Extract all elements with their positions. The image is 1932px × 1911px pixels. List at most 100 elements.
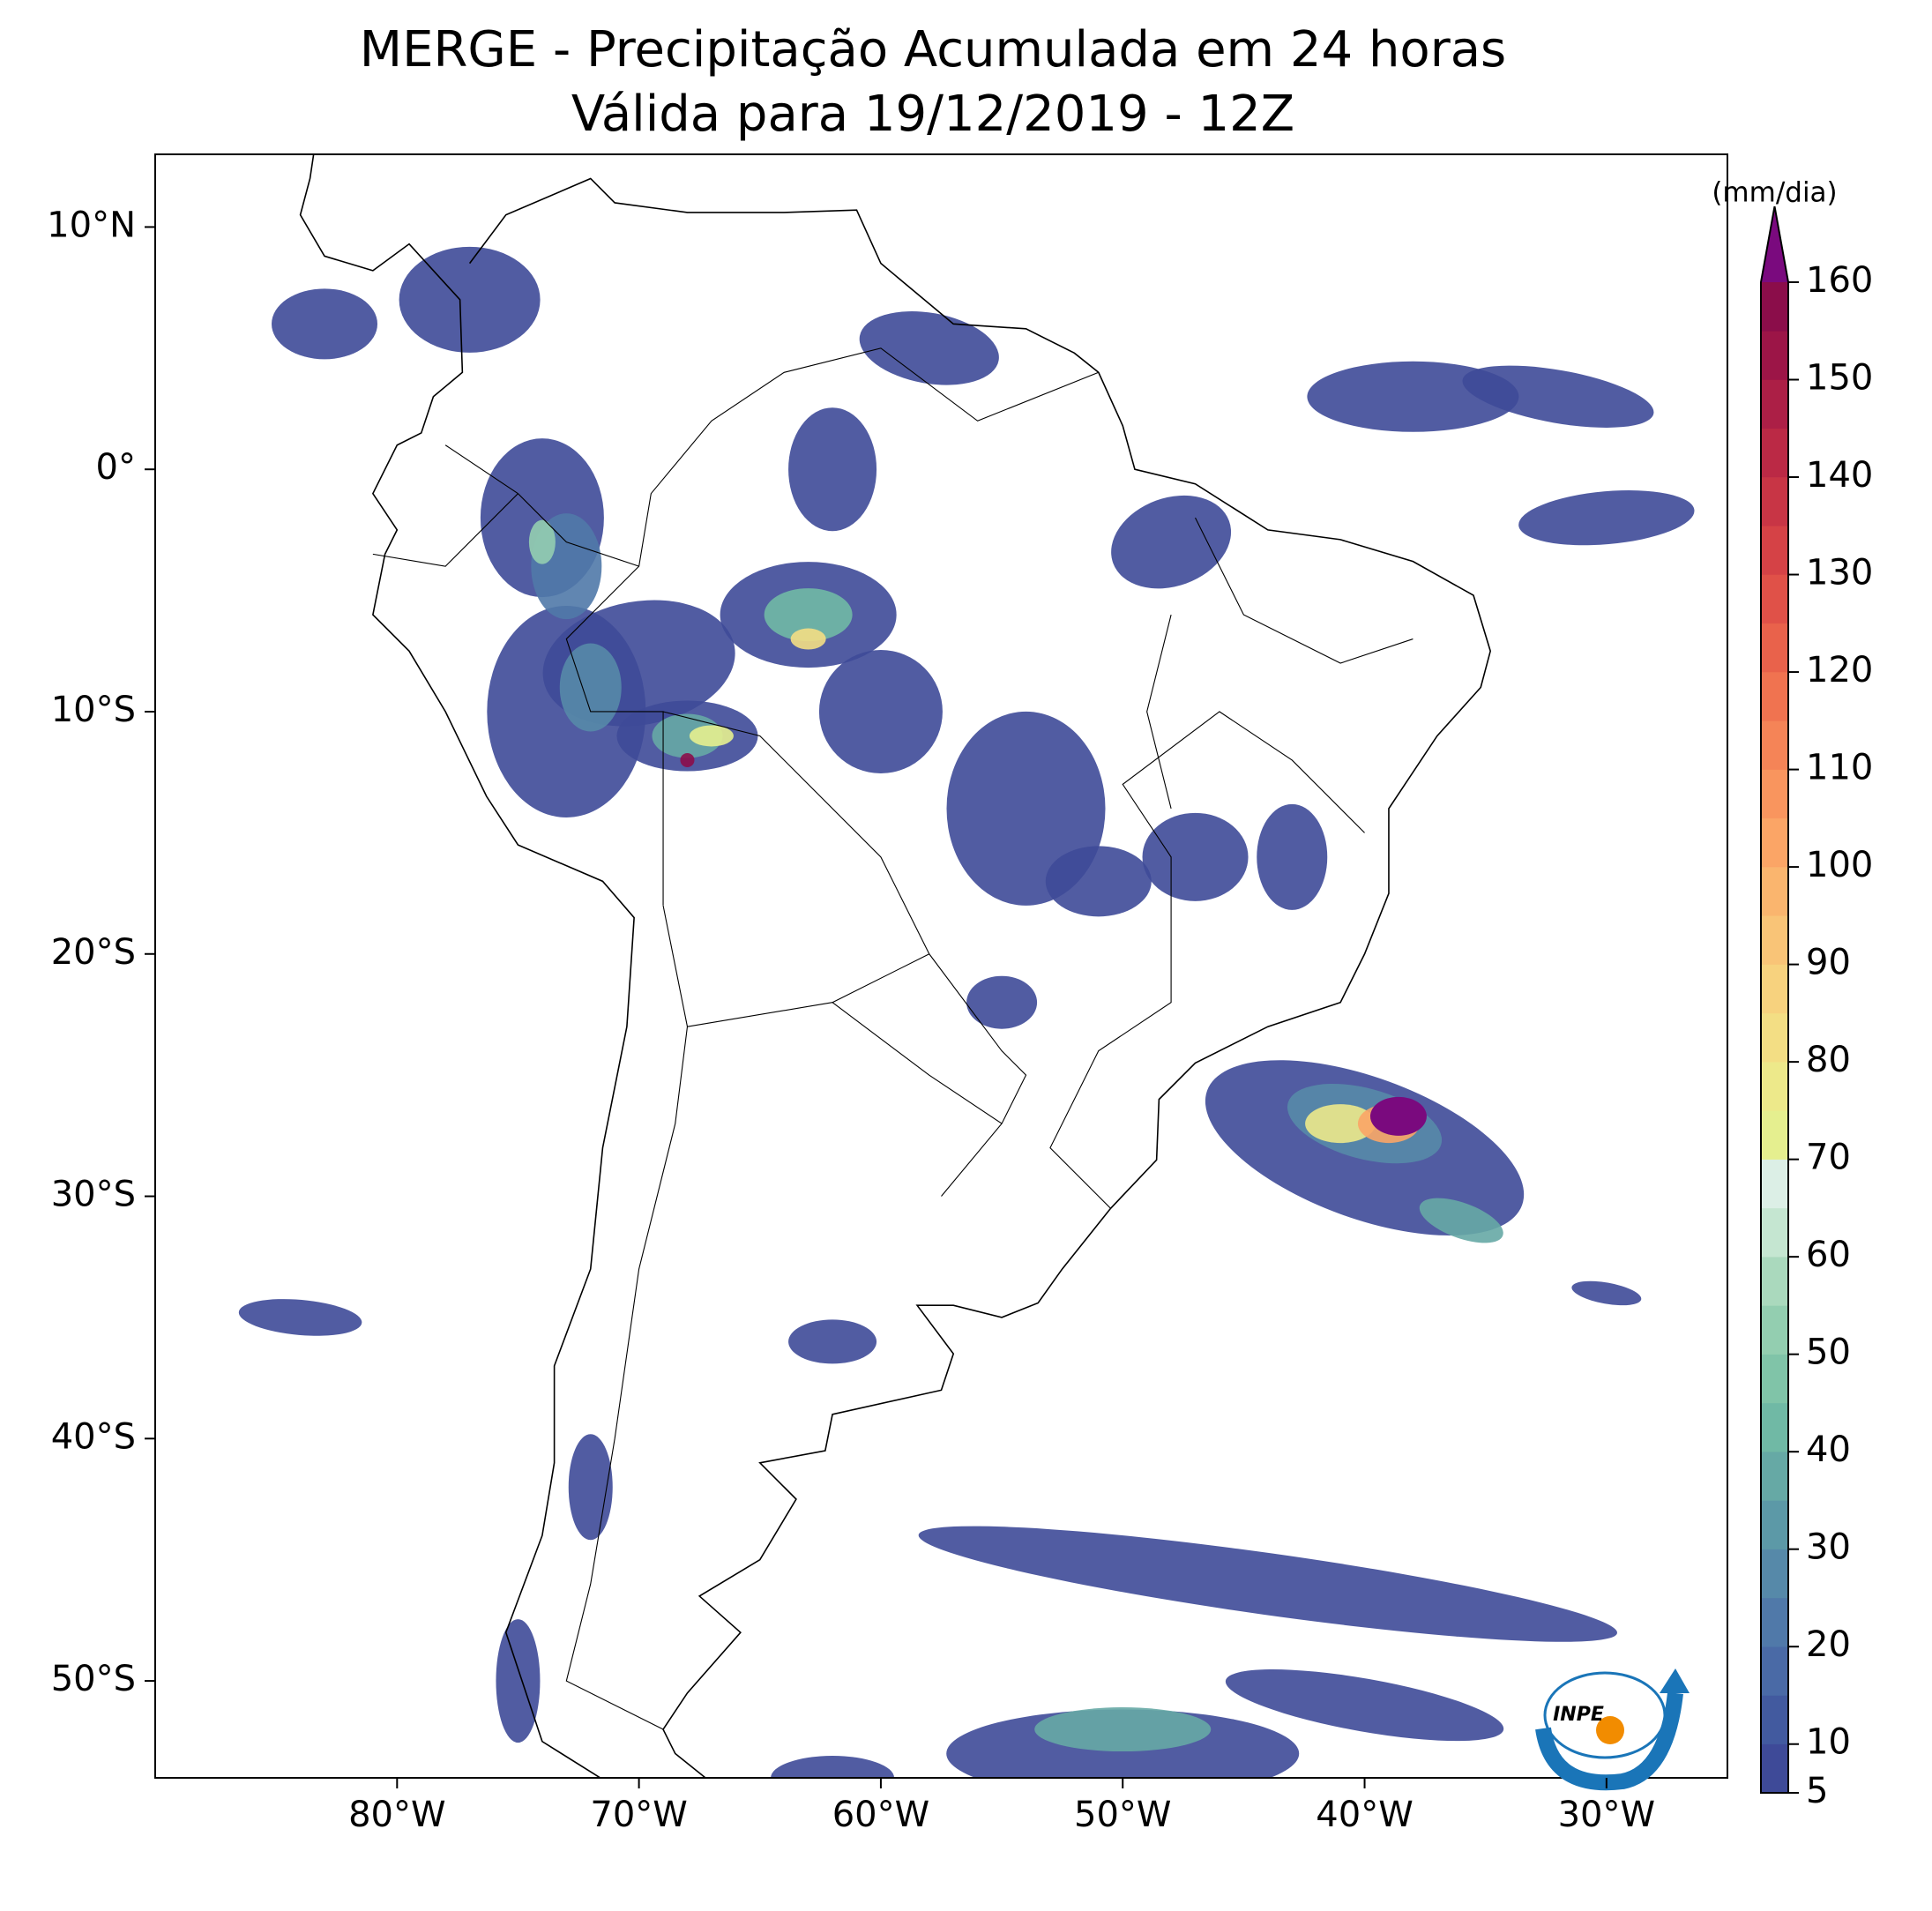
colorbar-segment (1760, 1743, 1789, 1794)
precip-area (1305, 1104, 1376, 1144)
colorbar-segment (1760, 1549, 1789, 1599)
border (1195, 517, 1414, 664)
colorbar-segment (1760, 1305, 1789, 1355)
precip-area (1571, 1280, 1642, 1306)
colorbar-segment (1760, 1695, 1789, 1744)
colorbar-segment (1760, 1061, 1789, 1111)
colorbar-tick-label: 80 (1806, 1040, 1851, 1080)
precip-area (1111, 495, 1232, 589)
lat-tick-label: 30°S (51, 1175, 136, 1215)
colorbar-tick-label: 40 (1806, 1430, 1851, 1470)
lat-tick-label: 50°S (51, 1659, 136, 1699)
precip-area (528, 519, 556, 564)
colorbar-segment (1760, 1110, 1789, 1160)
colorbar-tick-label: 10 (1806, 1722, 1851, 1763)
inpe-logo: INPE (1535, 1668, 1690, 1791)
map-frame (154, 153, 1728, 1779)
colorbar: 5 10 20 30 40 50 60 70 80 90 100 110 120 130 140 150 160… (1712, 177, 1873, 1812)
colorbar-tick-label: 110 (1806, 748, 1873, 788)
lat-tick-label: 10°S (51, 690, 136, 730)
colorbar-segment (1760, 1012, 1789, 1063)
border (929, 953, 1027, 1197)
lat-tick-label: 10°N (47, 205, 136, 245)
colorbar-segment (1760, 1500, 1789, 1549)
lat-tick-label: 40°S (51, 1416, 136, 1457)
colorbar-tick-label: 60 (1806, 1235, 1851, 1275)
colorbar-tick-label: 160 (1806, 260, 1873, 301)
border (1146, 614, 1172, 810)
colorbar-segment (1760, 1646, 1789, 1696)
colorbar-segment (1760, 671, 1789, 721)
precip-max (1369, 1096, 1427, 1136)
colorbar-tick-label: 5 (1806, 1771, 1828, 1811)
precip-area (771, 1756, 895, 1778)
colorbar-segment (1760, 476, 1789, 526)
border (687, 1002, 833, 1027)
colorbar-segment (1760, 331, 1789, 380)
precip-area (680, 752, 695, 767)
colorbar-tick-label: 120 (1806, 650, 1873, 690)
colorbar-tick-label: 20 (1806, 1624, 1851, 1665)
colorbar-outline (1760, 205, 1789, 1794)
lon-tick-label: 30°W (1558, 1795, 1655, 1835)
colorbar-tick-label: 130 (1806, 553, 1873, 593)
colorbar-tick-label: 30 (1806, 1527, 1851, 1568)
colorbar-segment (1760, 817, 1789, 868)
precip-area (818, 649, 943, 773)
precip-area (399, 246, 541, 353)
precip-area (1462, 365, 1654, 428)
precip-area (559, 643, 622, 732)
colorbar-segment (1760, 281, 1789, 332)
precip-area (1142, 812, 1249, 901)
logo-text: INPE (1553, 1704, 1604, 1726)
precip-area (1518, 490, 1695, 546)
border (565, 905, 689, 1730)
colorbar-segment (1760, 379, 1789, 429)
colorbar-segment (1760, 428, 1789, 478)
precip-area (1419, 1198, 1503, 1243)
precip-area (764, 588, 853, 642)
lat-tick-label: 20°S (51, 932, 136, 973)
precip-area (1225, 1669, 1504, 1742)
colorbar-segment (1760, 769, 1789, 819)
colorbar-extend (1761, 206, 1788, 282)
precip-area (788, 407, 877, 532)
colorbar-tick-label: 70 (1806, 1138, 1851, 1178)
coastline (299, 154, 1492, 1778)
precip-area (689, 725, 734, 747)
lon-tick-label: 70°W (590, 1795, 687, 1835)
colorbar-tick-label: 140 (1806, 455, 1873, 496)
precip-area (859, 311, 999, 385)
colorbar-segment (1760, 1597, 1789, 1647)
colorbar-unit: (mm/dia) (1712, 177, 1837, 209)
map-area (238, 154, 1695, 1778)
colorbar-tick-label: 50 (1806, 1332, 1851, 1373)
map-title: MERGE - Precipitação Acumulada em 24 hor… (360, 21, 1506, 78)
colorbar-segment (1760, 720, 1789, 770)
lon-tick-label: 50°W (1074, 1795, 1171, 1835)
colorbar-segment (1760, 915, 1789, 965)
colorbar-segment (1760, 866, 1789, 916)
border (832, 953, 1003, 1124)
colorbar-segment (1760, 1256, 1789, 1306)
lon-tick-label: 60°W (832, 1795, 929, 1835)
colorbar-segment (1760, 1451, 1789, 1501)
colorbar-tick-label: 150 (1806, 358, 1873, 399)
precip-area (568, 1434, 613, 1541)
precip-area (1045, 846, 1152, 917)
border (444, 444, 639, 567)
colorbar-segment (1760, 623, 1789, 673)
colorbar-segment (1760, 574, 1789, 624)
lon-tick-label: 80°W (348, 1795, 445, 1835)
colorbar-segment (1760, 964, 1789, 1014)
precip-area (272, 288, 378, 360)
lon-tick-label: 40°W (1316, 1795, 1413, 1835)
precip-area (918, 1526, 1617, 1642)
border (662, 711, 930, 955)
border (1049, 711, 1365, 1209)
precip-area (966, 975, 1038, 1029)
colorbar-segment (1760, 1354, 1789, 1404)
colorbar-segment (1760, 1402, 1789, 1452)
precip-area (496, 1619, 541, 1743)
